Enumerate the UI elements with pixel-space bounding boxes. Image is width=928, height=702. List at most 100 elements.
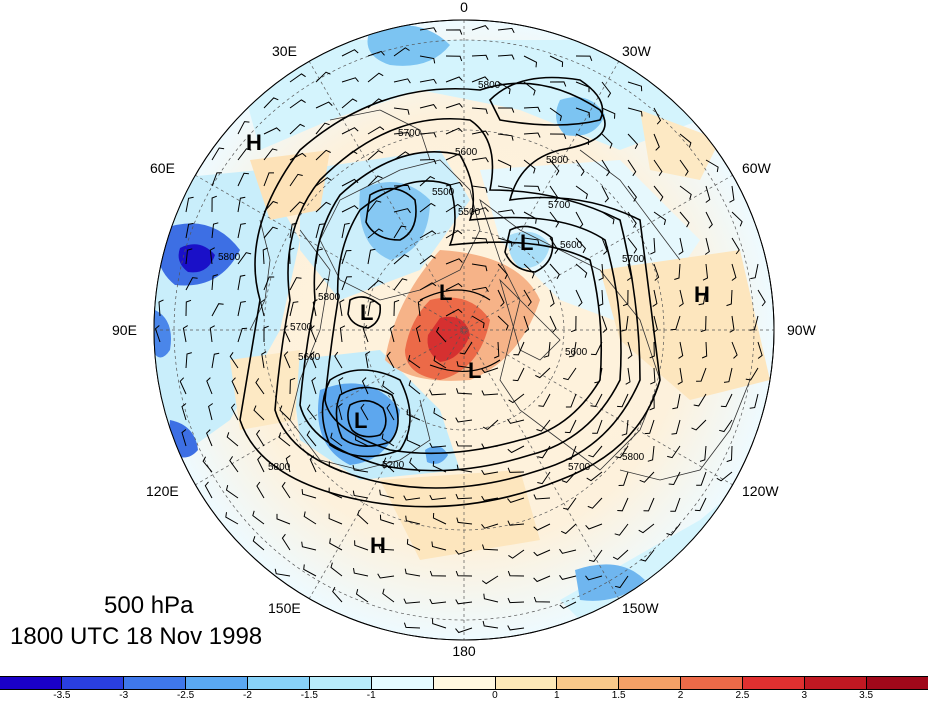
low-center: L — [354, 408, 367, 433]
wind-barb — [289, 73, 306, 83]
wind-barb — [575, 55, 593, 61]
wind-barb — [367, 50, 385, 57]
wind-barb — [231, 377, 239, 395]
wind-barb — [679, 211, 690, 228]
wind-barb — [206, 429, 213, 447]
wind-barb — [261, 351, 267, 369]
wind-barb — [575, 133, 590, 146]
wind-barb — [471, 185, 488, 193]
wind-barb — [429, 442, 447, 448]
colorbar-tick-label: -1.5 — [300, 690, 318, 701]
wind-barb — [543, 341, 551, 358]
wind-barb — [403, 598, 421, 604]
wind-barb — [230, 403, 239, 421]
wind-barb — [586, 471, 603, 482]
wind-barb — [406, 409, 421, 421]
wind-barb — [330, 562, 343, 577]
wind-barb — [289, 99, 306, 109]
wind-barb — [497, 315, 509, 331]
wind-barb — [694, 497, 707, 512]
lon-label-30w: 30W — [622, 43, 652, 59]
wind-barb — [337, 403, 343, 421]
wind-barb — [202, 456, 213, 473]
wind-barb — [621, 315, 629, 332]
wind-barb — [471, 25, 489, 31]
wind-barb — [403, 495, 421, 501]
colorbar-tick-label: 0 — [492, 690, 498, 701]
wind-barb — [432, 618, 447, 629]
wind-barb — [329, 538, 343, 551]
wind-barb — [409, 457, 421, 473]
wind-barb — [653, 107, 662, 125]
wind-barb — [278, 432, 291, 447]
wind-barb — [225, 512, 239, 525]
wind-barb — [560, 523, 577, 535]
wind-barb — [185, 196, 194, 213]
wind-barb — [408, 380, 421, 395]
wind-barb — [263, 97, 279, 109]
wind-barb — [482, 620, 499, 629]
wind-barb — [315, 122, 330, 135]
wind-barb — [330, 432, 343, 447]
wind-barb — [328, 513, 343, 525]
wind-barb — [653, 133, 660, 151]
wind-barb — [627, 107, 643, 117]
wind-barb — [367, 200, 382, 213]
contour-low-scand — [347, 296, 382, 329]
wind-barb — [341, 250, 352, 265]
wind-barb — [585, 575, 603, 581]
lon-label-60e: 60E — [150, 160, 175, 176]
wind-barb — [455, 441, 473, 447]
contour-label: 5600 — [298, 352, 321, 363]
lon-label-0: 0 — [460, 0, 468, 15]
wind-barb — [643, 497, 655, 512]
wind-barb — [229, 456, 239, 473]
contour-5400 — [321, 369, 411, 458]
wind-barb — [429, 494, 447, 501]
wind-barb — [575, 237, 587, 254]
wind-barb — [381, 433, 395, 447]
wind-barb — [445, 230, 463, 239]
wind-barb — [523, 159, 536, 174]
wind-barb — [378, 544, 395, 551]
wind-barb — [436, 326, 447, 343]
wind-barb — [627, 237, 638, 254]
colorbar-tick-label: -3.5 — [53, 690, 71, 701]
wind-barb — [289, 173, 303, 187]
lon-label-150w: 150W — [622, 600, 659, 616]
wind-barb — [419, 254, 436, 265]
wind-barb — [677, 367, 683, 385]
wind-barb — [179, 377, 187, 395]
wind-barb — [649, 341, 655, 359]
lon-label-90e: 90E — [112, 322, 137, 338]
wind-barb — [185, 248, 193, 265]
wind-barb — [393, 131, 411, 138]
wind-barb — [471, 315, 485, 329]
contour-5700 — [274, 117, 641, 489]
wind-barb — [382, 588, 395, 603]
wind-barb — [587, 497, 603, 509]
wind-barb — [386, 351, 395, 369]
wind-barb — [575, 211, 584, 229]
wind-barb — [601, 185, 610, 203]
wind-barb — [622, 289, 629, 307]
wind-barb — [237, 172, 249, 187]
wind-barb — [459, 341, 473, 355]
wind-barb — [523, 106, 541, 113]
wind-barb — [289, 377, 296, 395]
contour-low-euro — [365, 187, 417, 241]
wind-barb — [483, 593, 499, 603]
wind-barb — [255, 429, 265, 447]
wind-barb — [367, 175, 383, 187]
caption-time: 1800 UTC 18 Nov 1998 — [10, 623, 263, 650]
colorbar-swatch — [743, 677, 806, 689]
wind-barb — [639, 471, 655, 483]
wind-barb — [650, 237, 656, 255]
colorbar-swatch — [681, 677, 744, 689]
wind-barb — [621, 419, 629, 436]
wind-barb — [256, 481, 265, 499]
contour-labels: 5800 5700 5600 5500 5200 5800 5700 5600 … — [218, 80, 645, 473]
wind-barb — [549, 55, 564, 68]
wind-barb — [404, 568, 421, 577]
wind-barb — [206, 377, 213, 395]
